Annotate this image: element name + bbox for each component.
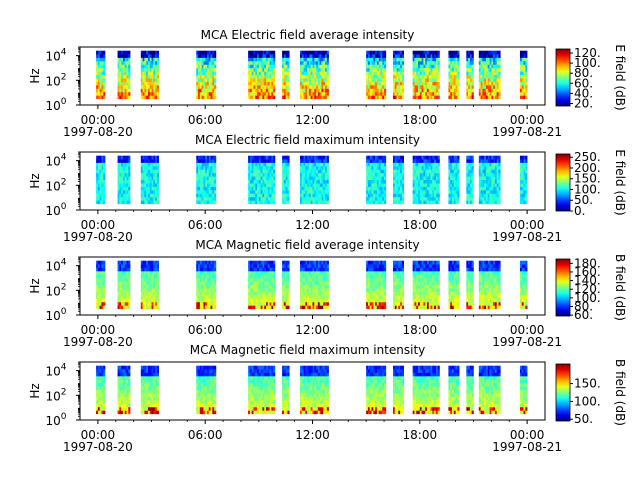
y-axis-label: Hz [28,68,42,83]
colorbar [555,48,571,107]
x-tick-label: 00:00 [81,323,116,337]
x-tick-label: 06:00 [188,428,223,442]
x-tick-date-label: 1997-08-21 [492,335,562,349]
colorbar-tick-label: 120. [574,46,601,60]
colorbar-tick-label: 60. [574,308,593,322]
y-tick-label: 100 [45,412,66,428]
chart-title: MCA Magnetic field average intensity [195,238,419,252]
x-tick-label: 12:00 [295,218,330,232]
y-tick-label: 104 [45,258,66,274]
colorbar-tick-label: 140. [574,274,601,288]
colorbar [555,363,571,422]
colorbar-tick-label: 120. [574,282,601,296]
x-tick-label: 00:00 [81,218,116,232]
x-tick-date-label: 1997-08-20 [63,440,133,454]
y-tick-label: 100 [45,202,66,218]
x-tick-label: 12:00 [295,323,330,337]
chart-panel-1: MCA Electric field average intensityHz10… [28,28,627,139]
x-tick-label: 18:00 [403,113,438,127]
chart-panel-3: MCA Magnetic field average intensityHz10… [28,238,627,349]
y-tick-label: 102 [45,282,66,298]
colorbar-tick-label: 150. [574,377,601,391]
colorbar-tick-label: 40. [574,86,593,100]
x-tick-date-label: 1997-08-21 [492,125,562,139]
chart-panel-2: MCA Electric field maximum intensityHz10… [28,133,627,244]
y-tick-label: 102 [45,72,66,88]
y-tick-label: 104 [45,48,66,64]
x-tick-label: 18:00 [403,323,438,337]
colorbar-tick-label: 200. [574,161,601,175]
colorbar-tick-label: 150. [574,172,601,186]
x-tick-date-label: 1997-08-20 [63,125,133,139]
chart-title: MCA Electric field average intensity [201,28,415,42]
colorbar-tick-label: 50. [574,412,593,426]
heatmap-cells [96,155,528,205]
y-tick-label: 100 [45,97,66,113]
x-tick-label: 00:00 [510,323,545,337]
y-axis-label: Hz [28,173,42,188]
colorbar-tick-label: 180. [574,256,601,270]
heatmap-cells [96,365,528,415]
colorbar [555,153,571,212]
colorbar-label: E field (dB) [613,44,627,110]
colorbar-tick-label: 100. [574,394,601,408]
y-tick-label: 104 [45,363,66,379]
colorbar-tick-label: 100. [574,56,601,70]
y-axis-label: Hz [28,383,42,398]
x-tick-label: 12:00 [295,113,330,127]
colorbar-label: B field (dB) [613,359,627,426]
x-tick-label: 06:00 [188,113,223,127]
colorbar-tick-label: 250. [574,150,601,164]
y-axis-label: Hz [28,278,42,293]
heatmap-cells [96,260,528,310]
y-tick-label: 104 [45,153,66,169]
chart-panel-4: MCA Magnetic field maximum intensityHz10… [28,343,627,454]
x-tick-label: 00:00 [510,428,545,442]
x-tick-date-label: 1997-08-20 [63,335,133,349]
colorbar-label: B field (dB) [613,254,627,321]
x-tick-label: 18:00 [403,218,438,232]
colorbar-tick-label: 100. [574,182,601,196]
x-tick-label: 06:00 [188,323,223,337]
colorbar-tick-label: 0. [574,204,585,218]
x-tick-label: 12:00 [295,428,330,442]
y-tick-label: 102 [45,387,66,403]
y-tick-label: 102 [45,177,66,193]
x-tick-label: 06:00 [188,218,223,232]
x-tick-date-label: 1997-08-21 [492,230,562,244]
x-tick-label: 18:00 [403,428,438,442]
heatmap-cells [96,50,528,100]
colorbar-tick-label: 100. [574,291,601,305]
x-tick-date-label: 1997-08-20 [63,230,133,244]
x-tick-date-label: 1997-08-21 [492,440,562,454]
colorbar [555,258,571,317]
x-tick-label: 00:00 [81,113,116,127]
chart-title: MCA Electric field maximum intensity [195,133,420,147]
x-tick-label: 00:00 [510,113,545,127]
colorbar-tick-label: 60. [574,76,593,90]
colorbar-tick-label: 160. [574,265,601,279]
x-tick-label: 00:00 [510,218,545,232]
colorbar-tick-label: 80. [574,66,593,80]
colorbar-tick-label: 80. [574,300,593,314]
x-tick-label: 00:00 [81,428,116,442]
colorbar-tick-label: 20. [574,96,593,110]
y-tick-label: 100 [45,307,66,323]
colorbar-label: E field (dB) [613,149,627,215]
chart-title: MCA Magnetic field maximum intensity [190,343,426,357]
colorbar-tick-label: 50. [574,193,593,207]
